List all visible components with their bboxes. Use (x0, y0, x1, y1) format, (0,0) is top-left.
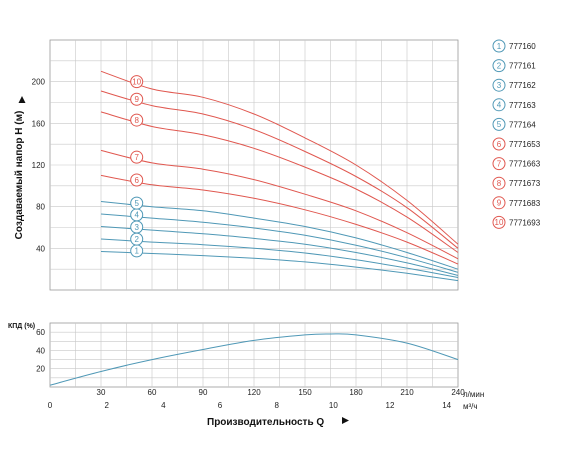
series-line-777161 (100, 238, 459, 278)
curve-marker-7 (130, 150, 144, 164)
legend-marker-1 (492, 39, 506, 53)
series-line-7771663 (100, 149, 459, 260)
legend-marker-label: 5 (497, 120, 502, 129)
x-tick-label-m3h: 10 (329, 401, 338, 410)
legend-marker-label: 6 (497, 140, 502, 149)
curve-marker-label: 5 (134, 199, 139, 208)
series-line-777162 (100, 226, 459, 276)
y-axis-title-efficiency: КПД (%) (8, 323, 35, 330)
legend-marker-label: 10 (495, 218, 504, 227)
curve-marker-8 (130, 113, 144, 127)
efficiency-line-0 (49, 333, 459, 386)
legend-marker-8 (492, 176, 506, 190)
legend-marker-9 (492, 196, 506, 210)
curve-marker-label: 6 (134, 176, 139, 185)
curve-marker-label: 9 (134, 95, 139, 104)
x-tick-label-m3h: 8 (274, 401, 279, 410)
legend-marker-7 (492, 157, 506, 171)
legend-marker-2 (492, 59, 506, 73)
x-tick-label-m3h: 2 (104, 401, 109, 410)
series-line-7771653 (100, 174, 459, 265)
series-line-777164 (100, 201, 459, 270)
x-tick-label-lpm: 210 (400, 388, 414, 397)
legend-marker-label: 8 (497, 179, 502, 188)
legend-entry-7771663: 7771663 (509, 160, 541, 169)
y-tick-label: 160 (32, 119, 46, 128)
curve-marker-label: 4 (134, 211, 139, 220)
legend-marker-label: 9 (497, 199, 502, 208)
legend-entry-7771693: 7771693 (509, 218, 541, 227)
legend-marker-10 (492, 215, 506, 229)
legend-entry-777164: 777164 (509, 120, 536, 129)
y-axis-arrow-icon (18, 96, 26, 103)
legend-marker-5 (492, 117, 506, 131)
x-tick-label-lpm: 30 (97, 388, 106, 397)
legend-marker-4 (492, 98, 506, 112)
x-tick-label-lpm: 120 (247, 388, 261, 397)
series-line-7771673 (100, 111, 459, 253)
legend-entry-7771683: 7771683 (509, 199, 541, 208)
curve-marker-label: 1 (134, 247, 139, 256)
x-axis-title: Производительность Q (207, 417, 324, 428)
y-tick-label: 60 (36, 328, 45, 337)
curve-marker-label: 10 (132, 77, 141, 86)
y-axis-title-head: Создаваемый напор H (м) (14, 111, 25, 240)
y-tick-label: 200 (32, 78, 46, 87)
curve-marker-label: 8 (134, 116, 139, 125)
y-tick-label: 40 (36, 244, 45, 253)
x-tick-label-m3h: 14 (442, 401, 451, 410)
curve-marker-10 (130, 75, 144, 89)
head-curves: 1 2 3 4 5 6 7 8 9 10 (100, 70, 459, 282)
x-tick-label-lpm: 150 (298, 388, 312, 397)
legend-entry-777160: 777160 (509, 42, 536, 51)
x-tick-label-m3h: 12 (386, 401, 395, 410)
series-line-7771683 (100, 90, 459, 249)
x-tick-label-lpm: 90 (199, 388, 208, 397)
legend-entry-777163: 777163 (509, 101, 536, 110)
x-unit-m3h: м³/ч (463, 402, 478, 411)
curve-marker-5 (130, 196, 144, 210)
efficiency-curve (49, 333, 459, 386)
head-chart-grid (49, 39, 459, 291)
curve-marker-label: 2 (134, 235, 139, 244)
y-tick-label: 40 (36, 346, 45, 355)
x-tick-label-lpm: 180 (349, 388, 363, 397)
legend-marker-6 (492, 137, 506, 151)
legend-marker-label: 7 (497, 159, 502, 168)
x-tick-label-m3h: 4 (161, 401, 166, 410)
x-tick-label-m3h: 6 (218, 401, 223, 410)
series-line-777163 (100, 213, 459, 273)
legend-marker-label: 2 (497, 61, 502, 70)
legend-marker-label: 4 (497, 101, 502, 110)
legend-entry-777162: 777162 (509, 81, 536, 90)
efficiency-chart-grid (49, 322, 459, 388)
x-tick-label-lpm: 240 (451, 388, 465, 397)
x-tick-label-m3h: 0 (48, 401, 53, 410)
legend-entry-7771653: 7771653 (509, 140, 541, 149)
curve-marker-9 (130, 92, 144, 106)
legend-marker-label: 1 (497, 42, 502, 51)
curve-marker-label: 7 (134, 153, 139, 162)
x-unit-lpm: л/мин (463, 390, 484, 399)
x-axis-arrow-icon (342, 417, 349, 424)
y-tick-label: 20 (36, 365, 45, 374)
curve-marker-label: 3 (134, 223, 139, 232)
legend: 1 777160 2 777161 3 777162 4 777163 5 777164 6 7771… (492, 39, 541, 229)
series-line-777160 (100, 251, 459, 282)
curve-marker-6 (130, 173, 144, 187)
legend-entry-7771673: 7771673 (509, 179, 541, 188)
legend-marker-3 (492, 78, 506, 92)
x-tick-label-lpm: 60 (148, 388, 157, 397)
legend-marker-label: 3 (497, 81, 502, 90)
y-tick-label: 120 (32, 161, 46, 170)
legend-entry-777161: 777161 (509, 62, 536, 71)
y-tick-label: 80 (36, 203, 45, 212)
series-line-7771693 (100, 70, 459, 245)
